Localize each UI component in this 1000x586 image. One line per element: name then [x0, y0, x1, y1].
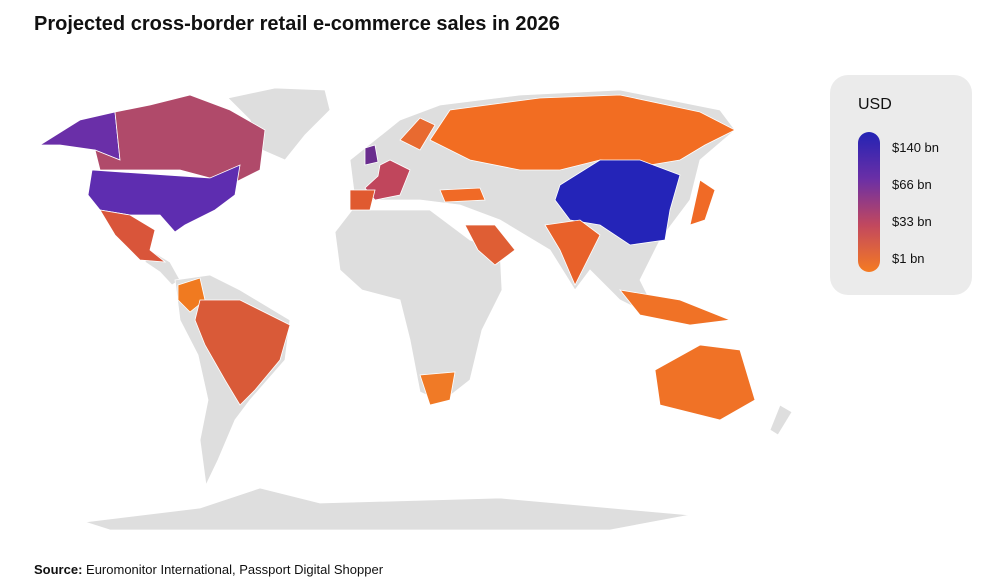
country: [38, 111, 121, 161]
country: [689, 179, 716, 226]
country: [619, 289, 731, 326]
legend-label: $33 bn: [892, 214, 932, 229]
title: Projected cross-border retail e-commerce…: [34, 13, 560, 35]
country: [399, 117, 436, 151]
source-text: Euromonitor International, Passport Digi…: [86, 562, 384, 577]
country: [364, 144, 379, 166]
antarctica: [84, 487, 691, 531]
africa: [334, 209, 503, 403]
country: [429, 94, 736, 171]
legend-label: $66 bn: [892, 177, 932, 192]
country: [364, 159, 411, 201]
source: Source: Euromonitor International, Passp…: [34, 562, 384, 577]
country: [99, 209, 167, 263]
country: [87, 164, 241, 233]
country: [349, 189, 376, 211]
legend-label: $1 bn: [892, 251, 925, 266]
country: [554, 159, 681, 246]
country: [654, 344, 756, 421]
country: [464, 224, 516, 266]
country: [439, 187, 486, 203]
legend: USD $140 bn $66 bn $33 bn $1 bn: [830, 75, 972, 295]
countries: [38, 94, 756, 421]
country: [194, 299, 291, 406]
legend-label: $140 bn: [892, 140, 939, 155]
source-label: Source:: [34, 562, 82, 577]
country: [177, 277, 206, 313]
new-zealand: [769, 404, 793, 436]
legend-title: USD: [858, 96, 892, 113]
country: [544, 219, 601, 286]
legend-gradient: [858, 132, 880, 272]
country: [419, 371, 456, 406]
